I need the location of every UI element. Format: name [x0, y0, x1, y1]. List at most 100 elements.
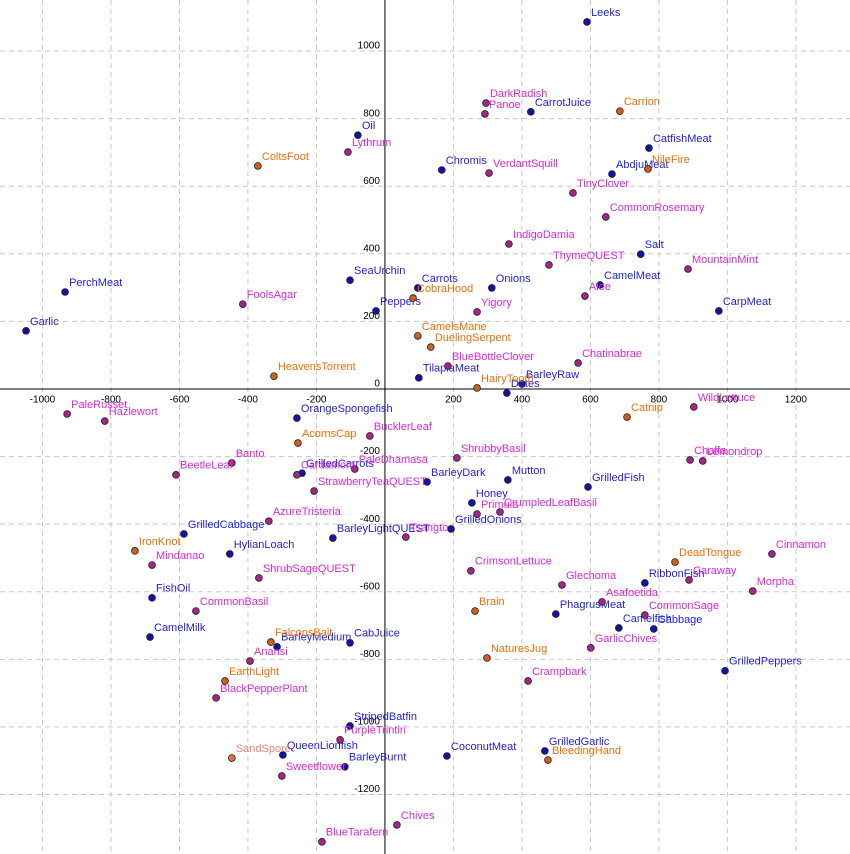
point-label: PerchMeat — [69, 277, 122, 289]
x-tick-label: -600 — [169, 395, 189, 406]
point-label: DeadTongue — [679, 547, 741, 559]
point — [346, 722, 354, 730]
point-label: BlueBottleClover — [452, 351, 534, 363]
point-label: Hazlewort — [109, 406, 158, 418]
point-label: Dates — [511, 378, 540, 390]
point-label: Salt — [645, 239, 664, 251]
point-label: CobraHood — [417, 283, 473, 295]
point — [22, 327, 30, 335]
point — [473, 384, 481, 392]
point — [350, 465, 359, 473]
point — [581, 292, 589, 300]
point — [336, 735, 344, 744]
y-tick-label: -400 — [360, 514, 380, 525]
point — [329, 534, 337, 542]
y-tick-label: -1200 — [354, 784, 380, 795]
point-label: Tsangto — [410, 522, 449, 534]
point — [684, 265, 692, 273]
point — [172, 471, 180, 479]
point — [544, 756, 552, 764]
point-label: CamelMeat — [604, 270, 660, 282]
point-label: CabJuice — [354, 628, 400, 640]
point-label: Lemondrop — [707, 446, 763, 458]
point — [146, 633, 154, 641]
point — [524, 677, 532, 685]
point-label: BarleyLightQUEST — [337, 523, 430, 535]
point-label: Chaffa — [694, 445, 727, 457]
point — [453, 454, 461, 462]
point — [715, 307, 723, 315]
point-label: CrumpledLeafBasil — [504, 497, 597, 509]
point-label: Cabbage — [658, 614, 703, 626]
point — [255, 574, 263, 582]
point-label: CamelMilk — [154, 622, 206, 634]
point-label: BleedingHand — [552, 745, 621, 757]
point-label: Primula — [481, 499, 519, 511]
point-label: ShrubSageQUEST — [263, 563, 356, 575]
point-label: ShrubbyBasil — [461, 443, 526, 455]
x-tick-label: 200 — [445, 395, 462, 406]
point-label: BarleyMedium — [281, 632, 351, 644]
point — [341, 763, 349, 771]
point-label: GrilledGarlic — [549, 736, 610, 748]
point — [346, 276, 354, 284]
point — [443, 752, 451, 760]
point-label: FalconsBait — [275, 627, 332, 639]
point-label: SandSpore — [236, 743, 291, 755]
point-label: StripedBatfin — [354, 711, 417, 723]
point — [649, 625, 658, 633]
point — [644, 165, 652, 173]
point-label: Glechoma — [566, 570, 617, 582]
point-label: Chromis — [446, 155, 487, 167]
point — [344, 148, 352, 156]
point-label: CoconutMeat — [451, 741, 516, 753]
point — [192, 607, 200, 615]
point — [437, 166, 446, 174]
point — [483, 654, 491, 662]
point-label: CarrotJuice — [535, 97, 591, 109]
point-label: DuelingSerpent — [435, 332, 511, 344]
point — [583, 18, 591, 26]
point-label: CommonRosemary — [610, 202, 705, 214]
point — [393, 821, 401, 829]
point — [598, 598, 606, 606]
point-label: Brain — [479, 596, 505, 608]
point — [444, 362, 452, 370]
point — [641, 611, 649, 619]
point-label: HylianLoach — [234, 539, 295, 551]
point-label: PhagrusMeat — [560, 599, 625, 611]
point-label: GrilledPeppers — [729, 656, 802, 668]
point-label: TilapiaMeat — [423, 363, 479, 375]
point-label: Panoe — [489, 99, 521, 111]
x-tick-label: -200 — [306, 395, 326, 406]
point-label: Banto — [236, 448, 265, 460]
point-label: AzureTristeria — [273, 506, 342, 518]
point — [414, 284, 422, 292]
point-label: Chatinabrae — [582, 348, 642, 360]
point — [409, 294, 417, 302]
point — [423, 478, 431, 486]
point-label: HeavensTorrent — [278, 361, 356, 373]
point — [748, 587, 757, 595]
point-label: Onions — [496, 273, 531, 285]
point — [366, 432, 374, 440]
point — [278, 772, 286, 780]
point-label: PurpleTrintiri — [344, 725, 406, 737]
point — [482, 99, 490, 107]
point — [294, 439, 302, 447]
y-tick-label: 600 — [363, 176, 380, 187]
point-label: BarleyBurnt — [349, 752, 406, 764]
point-label: IronKnot — [139, 536, 181, 548]
point-label: Anansi — [254, 646, 288, 658]
point — [768, 550, 776, 558]
point — [414, 332, 422, 340]
point-label: Lythrum — [352, 137, 391, 149]
point — [270, 372, 278, 380]
point-label: NileFire — [652, 154, 690, 166]
point-label: BarleyDark — [431, 467, 486, 479]
point-label: MountainMint — [692, 254, 758, 266]
point-label: FishOil — [156, 583, 190, 595]
point-label: Carrion — [624, 96, 660, 108]
point — [415, 374, 423, 382]
point — [310, 487, 318, 495]
